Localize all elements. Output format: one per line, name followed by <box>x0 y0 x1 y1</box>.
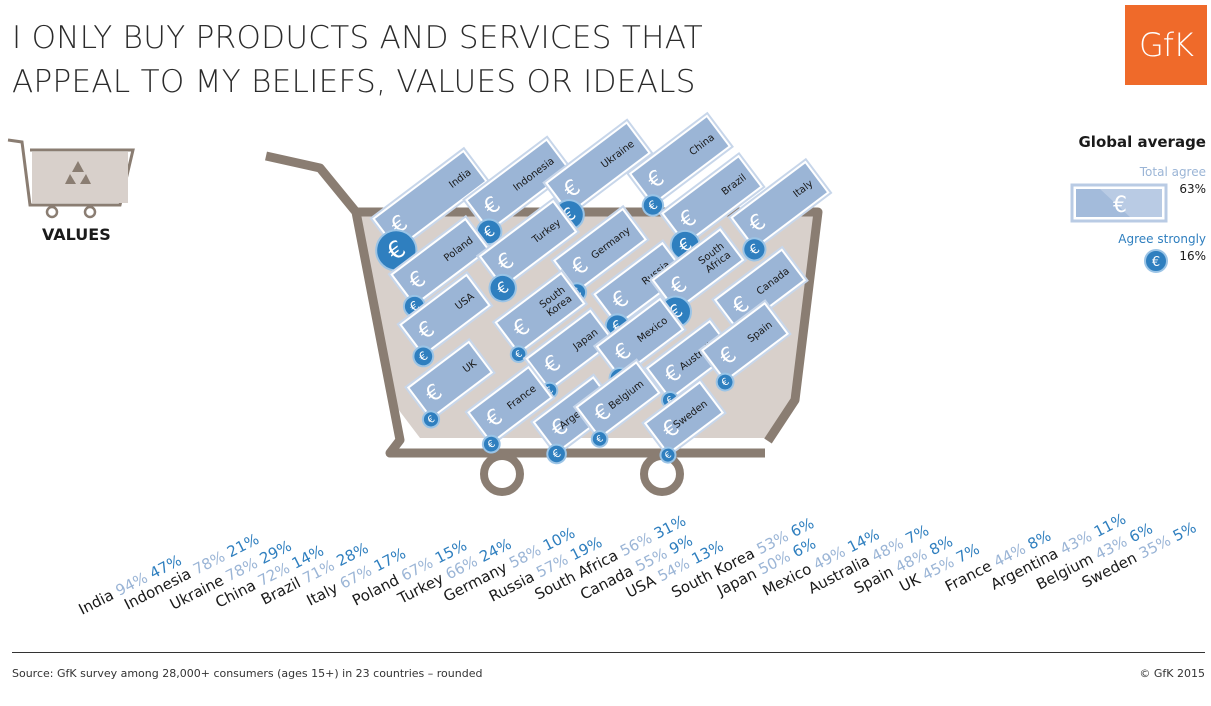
note-body-canada <box>716 251 804 329</box>
note-body-mexico <box>598 300 682 376</box>
note-body-brazil <box>663 157 761 243</box>
legend-title: Global average <box>1078 133 1207 151</box>
coin-argentina: € <box>546 443 567 465</box>
coin-body-belgium <box>590 430 609 448</box>
coin-belgium: € <box>590 430 609 448</box>
note-body-spain <box>703 304 787 380</box>
note-body-south-africa <box>654 230 742 310</box>
cart-rim <box>356 207 823 444</box>
note-body-india <box>375 152 485 248</box>
cart-frame <box>265 151 765 458</box>
coin-south-korea: € <box>509 345 528 363</box>
legend-agree-strongly-label: Agree strongly <box>1118 232 1206 246</box>
coin-body-france <box>481 434 501 454</box>
coin-euro-spain: € <box>720 376 732 389</box>
coin-france: € <box>481 434 501 454</box>
coin-turkey: € <box>488 273 517 303</box>
note-china: €China€ <box>626 111 734 217</box>
note-body-sweden <box>646 383 722 453</box>
coin-uk: € <box>421 410 441 429</box>
note-body-japan <box>528 312 612 388</box>
values-label: VALUES <box>42 225 111 244</box>
note-mexico: €Mexico€ <box>592 294 688 390</box>
note-body-poland <box>393 220 487 304</box>
note-uk: €UK€ <box>404 337 496 429</box>
source-note: Source: GfK survey among 28,000+ consume… <box>12 667 483 680</box>
note-italy: €Italy€ <box>727 157 833 262</box>
coin-body-uk <box>421 410 441 429</box>
note-turkey: €Turkey€ <box>475 197 581 303</box>
coin-body-south-korea <box>509 345 528 363</box>
footer-divider <box>12 652 1205 653</box>
coin-italy: € <box>742 237 767 262</box>
note-body-russia <box>596 244 684 324</box>
coin-usa: € <box>412 345 435 368</box>
gfk-logo: GfK <box>1125 5 1207 85</box>
note-ukraine: €Ukraine€ <box>542 118 654 231</box>
coin-euro-france: € <box>486 439 498 452</box>
coin-spain: € <box>715 372 735 392</box>
copyright: © GfK 2015 <box>1139 667 1205 680</box>
legend-total-agree-value: 63% <box>1179 182 1206 196</box>
legend-total-agree-label: Total agree <box>1139 165 1206 179</box>
note-body-italy <box>733 163 827 247</box>
page-title: I ONLY BUY PRODUCTS AND SERVICES THAT AP… <box>12 16 772 104</box>
coin-sweden: € <box>659 446 677 464</box>
note-brazil: €Brazil€ <box>658 151 766 261</box>
label-country-india: India <box>76 584 121 619</box>
note-sweden: €Sweden€ <box>641 378 727 464</box>
note-body-germany <box>555 210 645 290</box>
note-body-ukraine <box>547 123 649 213</box>
note-spain: €Spain€ <box>698 299 792 392</box>
note-france: €France€ <box>464 363 556 454</box>
coin-body-spain <box>715 372 735 392</box>
note-body-indonesia <box>467 140 569 230</box>
note-body-france <box>470 368 550 442</box>
note-body-turkey <box>481 202 575 286</box>
coin-euro-sweden: € <box>663 450 674 462</box>
legend-agree-strongly-value: 16% <box>1179 249 1206 263</box>
note-body-uk <box>409 343 491 417</box>
note-usa: €USA€ <box>396 270 494 368</box>
coin-body-sweden <box>659 446 677 464</box>
title-line-2: APPEAL TO MY BELIEFS, VALUES OR IDEALS <box>12 64 696 100</box>
coin-body-argentina <box>546 443 567 465</box>
coin-euro-uk: € <box>426 414 438 427</box>
note-belgium: €Belgium€ <box>572 358 664 448</box>
coin-body-italy <box>742 237 767 262</box>
coin-euro-belgium: € <box>594 433 605 445</box>
coin-body-usa <box>412 345 435 368</box>
note-body-south-korea <box>497 274 583 352</box>
coin-euro-south-korea: € <box>513 348 524 360</box>
note-body-usa <box>402 276 488 354</box>
note-body-china <box>631 117 729 203</box>
cart-wheel-left <box>480 452 524 496</box>
title-line-1: I ONLY BUY PRODUCTS AND SERVICES THAT <box>12 20 704 56</box>
coin-body-turkey <box>488 273 517 303</box>
note-body-belgium <box>578 363 658 437</box>
logo-text: GfK <box>1138 26 1194 64</box>
